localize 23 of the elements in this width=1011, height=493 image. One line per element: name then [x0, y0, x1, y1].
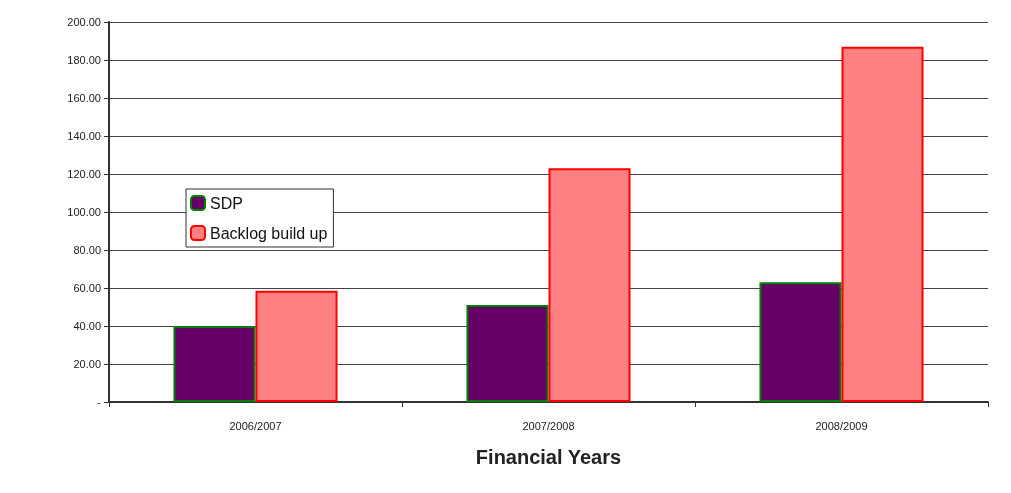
bar: [255, 290, 338, 402]
y-tick-label: 80.00: [73, 244, 101, 256]
y-tick-label: 60.00: [73, 282, 101, 294]
x-tick-label: 2008/2009: [815, 419, 868, 432]
y-tick-label: 120.00: [67, 168, 101, 180]
y-tick-label: 180.00: [67, 54, 101, 66]
bar: [548, 168, 631, 402]
x-tick-label: 2006/2007: [229, 419, 282, 432]
x-axis-title: Financial Years: [475, 446, 622, 468]
legend-label: SDP: [210, 194, 243, 212]
bar: [173, 326, 256, 402]
bar: [841, 46, 924, 402]
x-tick-label: 2007/2008: [522, 419, 575, 432]
y-tick-label: -: [97, 396, 102, 408]
bar: [759, 282, 842, 402]
y-tick-label: 20.00: [73, 358, 101, 370]
y-tick-label: 40.00: [73, 320, 101, 332]
y-tick-label: 160.00: [67, 92, 101, 104]
y-tick-label: 200.00: [67, 16, 101, 28]
legend-label: Backlog build up: [210, 224, 328, 242]
y-tick-label: 100.00: [67, 206, 101, 218]
bar: [466, 305, 549, 402]
y-tick-label: 140.00: [67, 130, 101, 142]
